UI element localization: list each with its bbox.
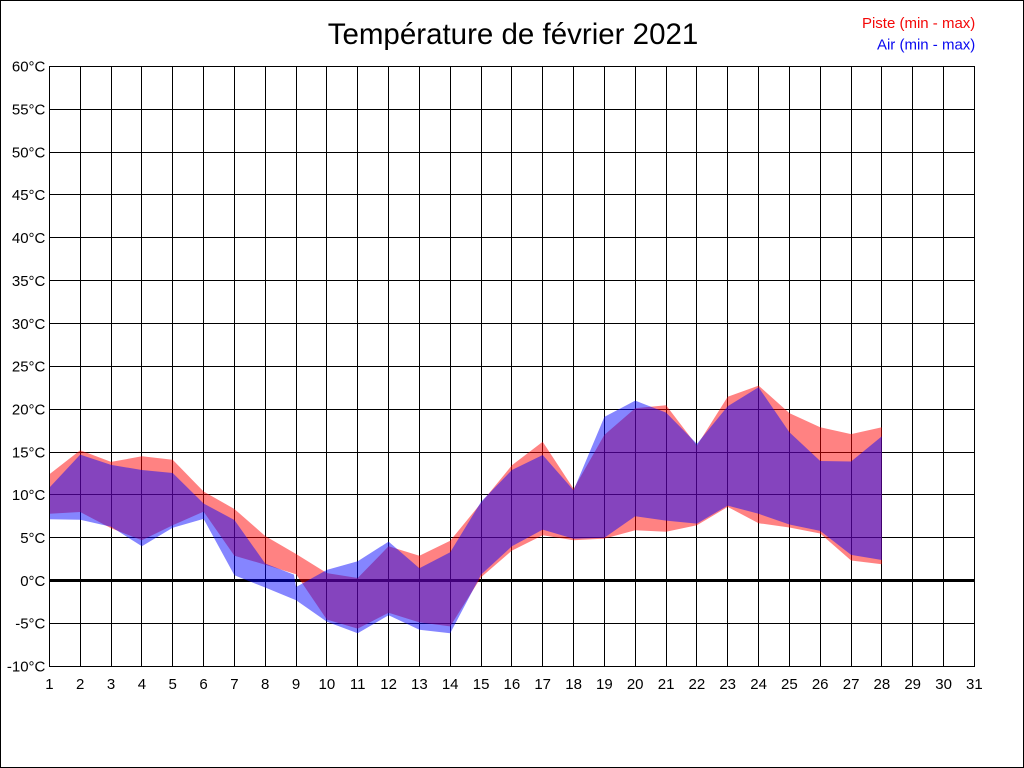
svg-text:7: 7 [230, 676, 238, 693]
svg-text:17: 17 [534, 676, 551, 693]
svg-text:35°C: 35°C [12, 273, 46, 290]
svg-text:8: 8 [261, 676, 269, 693]
svg-text:1: 1 [45, 676, 53, 693]
svg-text:45°C: 45°C [12, 187, 46, 204]
svg-text:-10°C: -10°C [7, 659, 46, 676]
svg-text:50°C: 50°C [12, 144, 46, 161]
svg-text:0°C: 0°C [20, 573, 45, 590]
svg-text:11: 11 [350, 676, 366, 693]
svg-text:22: 22 [689, 676, 706, 693]
svg-text:30°C: 30°C [12, 316, 46, 333]
svg-text:3: 3 [107, 676, 115, 693]
svg-text:Air (min - max): Air (min - max) [877, 36, 975, 53]
svg-text:2: 2 [76, 676, 84, 693]
svg-text:25: 25 [781, 676, 798, 693]
svg-text:60°C: 60°C [12, 59, 46, 76]
svg-text:25°C: 25°C [12, 359, 46, 376]
svg-text:31: 31 [966, 676, 983, 693]
svg-text:30: 30 [935, 676, 952, 693]
svg-text:20°C: 20°C [12, 402, 46, 419]
svg-text:10: 10 [319, 676, 336, 693]
svg-text:16: 16 [504, 676, 521, 693]
svg-text:19: 19 [596, 676, 613, 693]
svg-text:20: 20 [627, 676, 644, 693]
svg-text:18: 18 [565, 676, 582, 693]
svg-text:14: 14 [442, 676, 459, 693]
svg-text:6: 6 [199, 676, 207, 693]
svg-text:23: 23 [719, 676, 736, 693]
svg-text:15°C: 15°C [12, 444, 46, 461]
svg-text:10°C: 10°C [12, 487, 46, 504]
svg-text:5°C: 5°C [20, 530, 45, 547]
svg-text:55°C: 55°C [12, 102, 46, 119]
svg-text:15: 15 [473, 676, 490, 693]
svg-text:26: 26 [812, 676, 829, 693]
svg-text:5: 5 [169, 676, 177, 693]
svg-text:-5°C: -5°C [15, 616, 45, 633]
svg-text:28: 28 [874, 676, 891, 693]
svg-text:4: 4 [138, 676, 146, 693]
svg-text:40°C: 40°C [12, 230, 46, 247]
svg-text:9: 9 [292, 676, 300, 693]
svg-text:24: 24 [750, 676, 767, 693]
svg-text:27: 27 [843, 676, 860, 693]
svg-text:Température de février 2021: Température de février 2021 [328, 18, 699, 51]
svg-text:12: 12 [380, 676, 397, 693]
svg-text:13: 13 [411, 676, 428, 693]
svg-text:Piste (min - max): Piste (min - max) [862, 15, 975, 32]
svg-text:29: 29 [904, 676, 921, 693]
svg-text:21: 21 [658, 676, 675, 693]
